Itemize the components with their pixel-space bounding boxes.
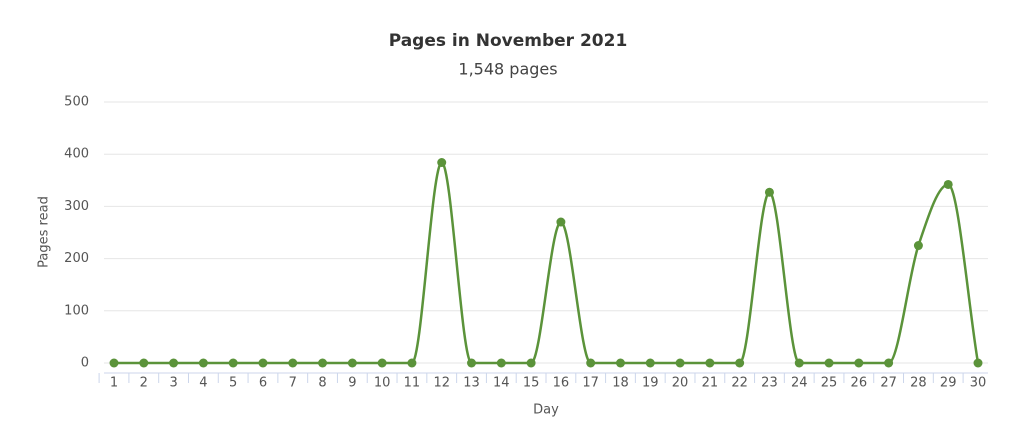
y-tick-label: 500	[64, 95, 89, 110]
point	[318, 358, 328, 368]
point	[467, 358, 477, 368]
x-tick-label: 19	[642, 376, 659, 391]
x-tick-label: 18	[612, 376, 629, 391]
point	[884, 358, 894, 368]
point	[169, 358, 179, 368]
x-tick-label: 4	[199, 376, 207, 391]
x-tick-label: 5	[229, 376, 237, 391]
point	[735, 358, 745, 368]
y-tick-label: 300	[64, 199, 89, 214]
point	[347, 358, 357, 368]
x-tick-label: 28	[910, 376, 927, 391]
point	[645, 358, 655, 368]
point	[913, 241, 923, 251]
point	[526, 358, 536, 368]
x-tick-label: 26	[851, 376, 868, 391]
point	[139, 358, 149, 368]
point	[705, 358, 715, 368]
x-tick-label: 22	[731, 376, 748, 391]
x-tick-label: 17	[582, 376, 599, 391]
x-tick-label: 2	[140, 376, 148, 391]
x-tick-label: 29	[940, 376, 957, 391]
point	[407, 358, 417, 368]
point	[437, 158, 447, 168]
x-tick-label: 12	[433, 376, 450, 391]
x-tick-label: 21	[702, 376, 719, 391]
line	[113, 161, 980, 365]
x-tick-label: 10	[374, 376, 391, 391]
x-tick-label: 23	[761, 376, 778, 391]
x-tick-label: 9	[348, 376, 356, 391]
x-tick-label: 8	[318, 376, 326, 391]
chart-title: Pages in November 2021	[389, 31, 628, 51]
chart-subtitle: 1,548 pages	[458, 60, 557, 79]
point	[288, 358, 298, 368]
x-tick-label: 24	[791, 376, 808, 391]
point	[675, 358, 685, 368]
point	[586, 358, 596, 368]
x-tick-label: 27	[880, 376, 897, 391]
x-tick-label: 13	[463, 376, 480, 391]
point	[943, 179, 953, 189]
x-tick-label: 20	[672, 376, 689, 391]
x-tick-label: 30	[970, 376, 987, 391]
point	[198, 358, 208, 368]
x-tick-label: 7	[289, 376, 297, 391]
point	[854, 358, 864, 368]
y-tick-label: 100	[64, 303, 89, 318]
point	[794, 358, 804, 368]
point	[973, 358, 983, 368]
y-tick-label: 0	[81, 356, 89, 371]
x-axis-label: Day	[533, 403, 559, 418]
x-tick-label: 25	[821, 376, 838, 391]
point	[109, 358, 119, 368]
point	[556, 217, 566, 227]
y-tick-label: 200	[64, 251, 89, 266]
x-tick-label: 15	[523, 376, 540, 391]
point	[258, 358, 268, 368]
x-tick-label: 16	[553, 376, 570, 391]
point	[496, 358, 506, 368]
point	[824, 358, 834, 368]
x-tick-label: 3	[169, 376, 177, 391]
point	[615, 358, 625, 368]
point	[228, 358, 238, 368]
point	[764, 187, 774, 197]
x-tick-label: 1	[110, 376, 118, 391]
x-tick-label: 6	[259, 376, 267, 391]
y-tick-label: 400	[64, 147, 89, 162]
y-axis-label: Pages read	[37, 196, 52, 268]
x-tick-label: 14	[493, 376, 510, 391]
x-tick-label: 11	[404, 376, 421, 391]
point	[377, 358, 387, 368]
